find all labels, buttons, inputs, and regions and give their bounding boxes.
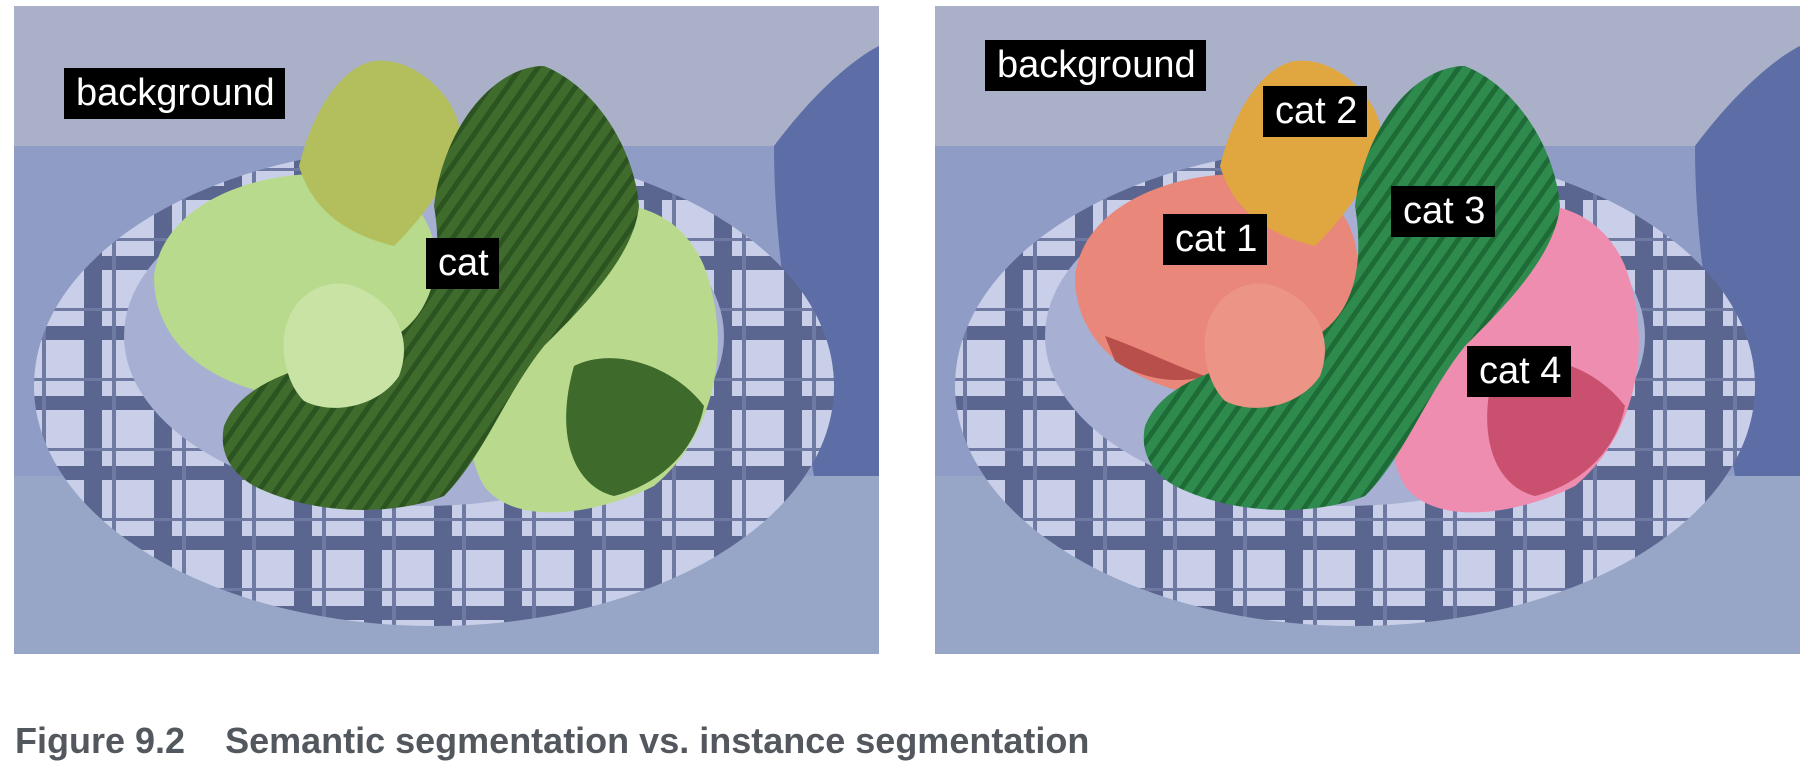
semantic-segmentation-photo (14, 6, 879, 654)
label-background: background (985, 40, 1206, 91)
instance-segmentation-image: background cat 2 cat 1 cat 3 cat 4 (935, 6, 1800, 654)
label-cat: cat (426, 238, 499, 289)
semantic-segmentation-image: background cat (14, 6, 879, 654)
figure-caption: Figure 9.2 Semantic segmentation vs. inst… (15, 720, 1089, 762)
label-cat-4: cat 4 (1467, 346, 1572, 397)
figure-title: Semantic segmentation vs. instance segme… (225, 720, 1090, 761)
label-cat-2: cat 2 (1263, 86, 1368, 137)
label-cat-1: cat 1 (1163, 214, 1268, 265)
instance-segmentation-photo (935, 6, 1800, 654)
label-cat-3: cat 3 (1391, 186, 1496, 237)
figure-number: Figure 9.2 (15, 720, 186, 761)
label-background: background (64, 68, 285, 119)
